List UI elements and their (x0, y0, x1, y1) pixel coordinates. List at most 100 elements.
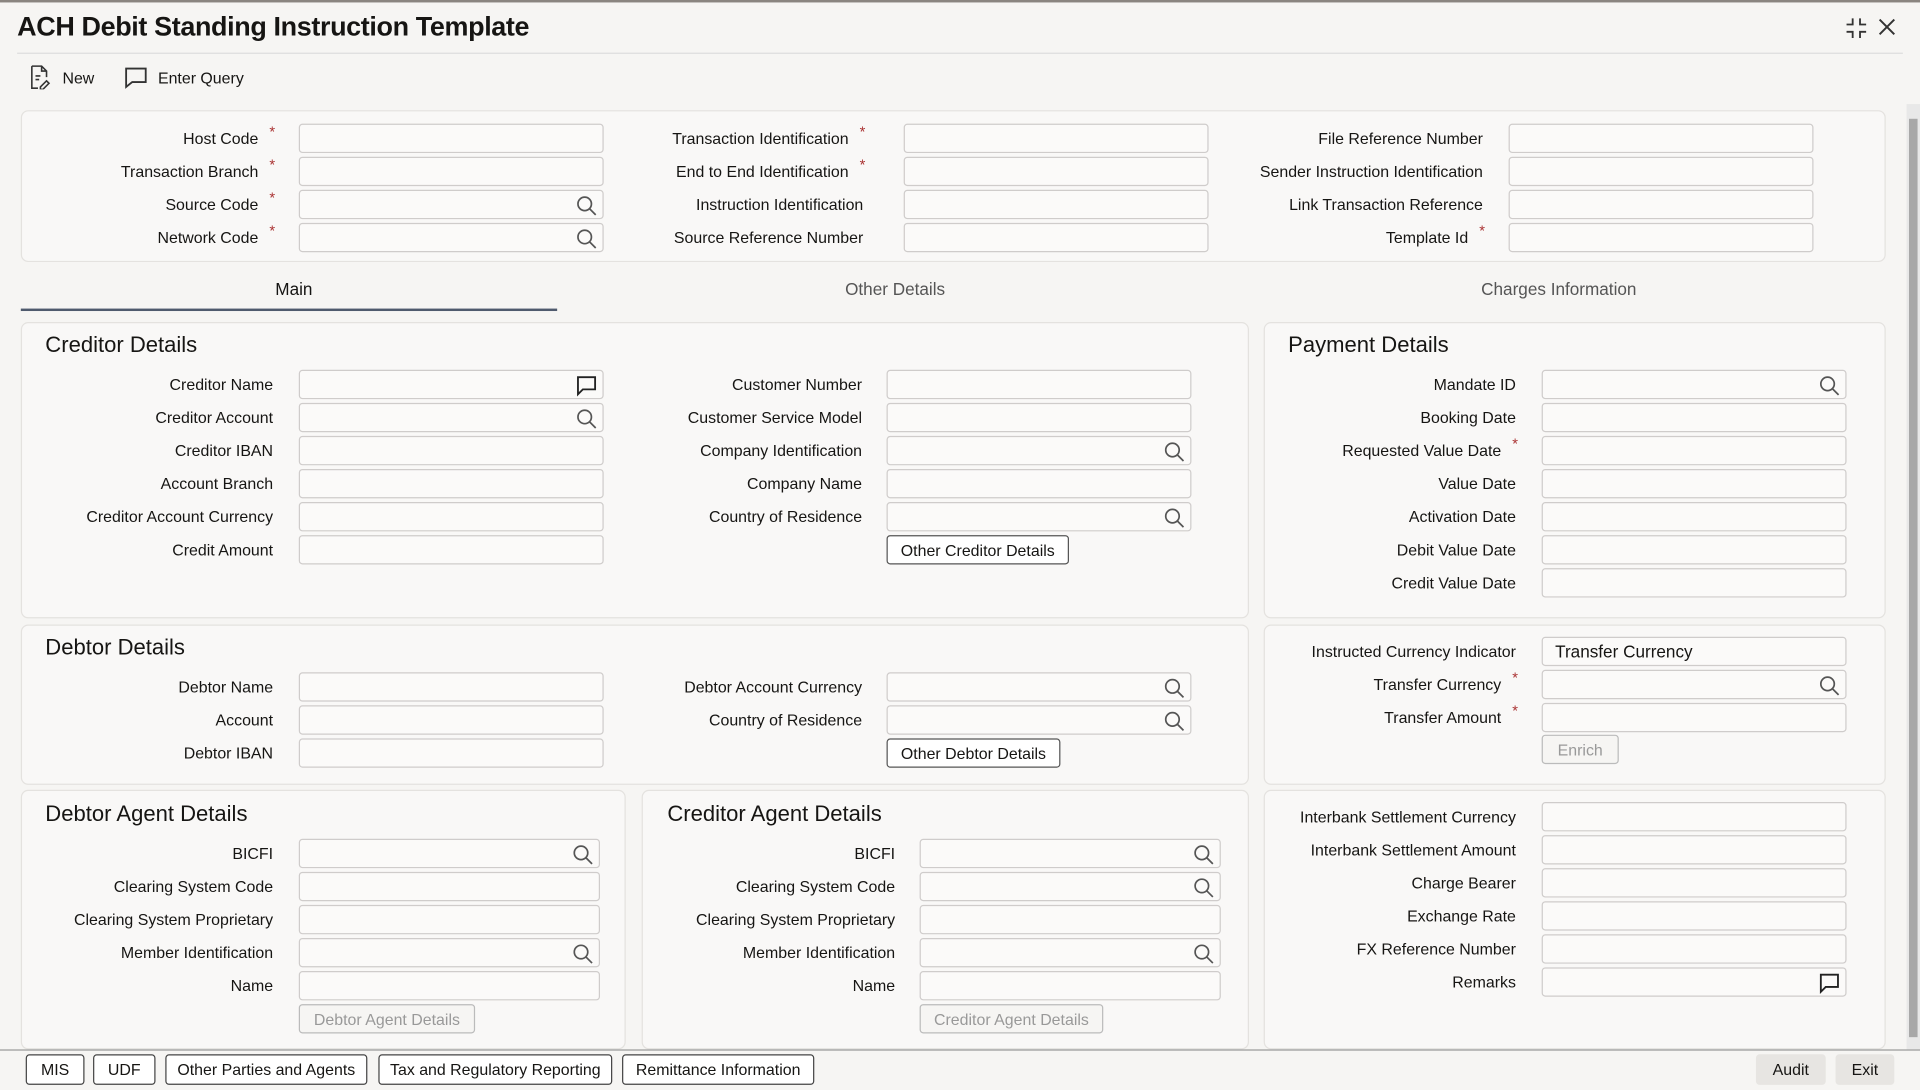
name-input[interactable] (919, 971, 1221, 1001)
creditor-agent-details-button[interactable]: Creditor Agent Details (919, 1004, 1104, 1034)
interbank-settlement-currency-input[interactable] (1541, 802, 1847, 832)
credit-value-date-input[interactable] (1541, 568, 1847, 598)
sender-instruction-identification-input[interactable] (1508, 156, 1814, 187)
host-code-input[interactable] (298, 123, 604, 154)
member-identification-input[interactable] (298, 937, 601, 968)
bicfi-label: BICFI (232, 844, 274, 863)
requested-value-date-input[interactable] (1541, 435, 1847, 466)
tab-other-details[interactable]: Other Details (845, 279, 946, 299)
fx-reference-number-input[interactable] (1541, 934, 1847, 964)
transaction-branch-input[interactable] (298, 156, 604, 187)
country-of-residence-input[interactable] (886, 705, 1192, 735)
search-icon[interactable] (572, 943, 594, 965)
search-icon[interactable] (576, 195, 598, 217)
creditor-account-input[interactable] (298, 402, 604, 433)
instructed-currency-indicator-input[interactable]: Transfer Currency (1541, 636, 1847, 667)
clearing-system-proprietary-input[interactable] (919, 904, 1221, 935)
link-transaction-reference-input[interactable] (1508, 189, 1814, 220)
scrollbar[interactable] (1906, 104, 1920, 1050)
search-icon[interactable] (576, 228, 598, 250)
search-icon[interactable] (1193, 844, 1215, 866)
clearing-system-code-label: Clearing System Code (113, 877, 274, 896)
debtor-name-input[interactable] (298, 672, 604, 702)
bicfi-input[interactable] (919, 838, 1221, 869)
customer-service-model-input[interactable] (886, 402, 1192, 433)
search-icon[interactable] (1163, 710, 1185, 732)
creditor-name-input[interactable] (298, 369, 604, 400)
booking-date-input[interactable] (1541, 402, 1847, 433)
activation-date-input[interactable] (1541, 502, 1847, 532)
name-input[interactable] (298, 971, 601, 1001)
company-name-input[interactable] (886, 468, 1192, 499)
other-debtor-details-button[interactable]: Other Debtor Details (886, 738, 1061, 768)
mis-button[interactable]: MIS (25, 1054, 85, 1085)
charge-bearer-input[interactable] (1541, 868, 1847, 898)
link-transaction-reference-label: Link Transaction Reference (1289, 195, 1483, 214)
country-of-residence-input[interactable] (886, 502, 1192, 532)
search-icon[interactable] (1163, 507, 1185, 529)
customer-number-input[interactable] (886, 369, 1192, 400)
member-identification-input[interactable] (919, 937, 1221, 968)
search-icon[interactable] (576, 408, 598, 430)
udf-button[interactable]: UDF (93, 1054, 156, 1085)
comment-icon[interactable] (576, 375, 598, 397)
exit-button[interactable]: Exit (1835, 1054, 1895, 1085)
search-icon[interactable] (572, 844, 594, 866)
close-icon[interactable] (1877, 17, 1897, 37)
clearing-system-proprietary-input[interactable] (298, 904, 601, 935)
clearing-system-code-input[interactable] (919, 871, 1221, 902)
remittance-button[interactable]: Remittance Information (622, 1054, 815, 1085)
file-reference-number-input[interactable] (1508, 123, 1814, 154)
source-reference-number-input[interactable] (903, 222, 1209, 253)
instruction-identification-input[interactable] (903, 189, 1209, 220)
mandate-id-input[interactable] (1541, 369, 1847, 400)
new-button[interactable]: New (28, 65, 94, 90)
collapse-icon[interactable] (1844, 16, 1868, 40)
creditor-name-label: Creditor Name (169, 375, 274, 394)
account-branch-input[interactable] (298, 468, 604, 499)
network-code-input[interactable] (298, 222, 604, 253)
host-code-label: Host Code (183, 129, 259, 148)
debtor-account-currency-input[interactable] (886, 672, 1192, 702)
search-icon[interactable] (1163, 677, 1185, 699)
enter-query-button[interactable]: Enter Query (124, 65, 244, 89)
search-icon[interactable] (1818, 675, 1840, 697)
booking-date-label: Booking Date (1420, 408, 1516, 427)
tab-main[interactable]: Main (275, 279, 313, 299)
search-icon[interactable] (1163, 441, 1185, 463)
debtor-iban-input[interactable] (298, 738, 604, 768)
creditor-iban-input[interactable] (298, 435, 604, 466)
search-icon[interactable] (1818, 375, 1840, 397)
creditor-details-title: Creditor Details (45, 332, 198, 357)
clearing-system-code-input[interactable] (298, 871, 601, 902)
company-identification-input[interactable] (886, 435, 1192, 466)
tax-reporting-button[interactable]: Tax and Regulatory Reporting (378, 1054, 613, 1085)
template-id-input[interactable] (1508, 222, 1814, 253)
audit-button[interactable]: Audit (1755, 1054, 1826, 1085)
value-date-input[interactable] (1541, 468, 1847, 499)
debtor-agent-details-button[interactable]: Debtor Agent Details (298, 1004, 476, 1034)
credit-amount-input[interactable] (298, 535, 604, 565)
top-strip (0, 0, 1920, 3)
bicfi-input[interactable] (298, 838, 601, 869)
creditor-account-currency-input[interactable] (298, 502, 604, 532)
source-code-input[interactable] (298, 189, 604, 220)
account-input[interactable] (298, 705, 604, 735)
enrich-button[interactable]: Enrich (1541, 734, 1619, 765)
transaction-identification-input[interactable] (903, 123, 1209, 154)
other-parties-button[interactable]: Other Parties and Agents (165, 1054, 368, 1085)
search-icon[interactable] (1193, 877, 1215, 899)
transfer-currency-input[interactable] (1541, 669, 1847, 700)
interbank-settlement-amount-input[interactable] (1541, 835, 1847, 865)
end-to-end-identification-input[interactable] (903, 156, 1209, 187)
comment-icon[interactable] (1818, 972, 1840, 995)
exchange-rate-input[interactable] (1541, 901, 1847, 931)
other-creditor-details-button[interactable]: Other Creditor Details (886, 535, 1069, 565)
search-icon[interactable] (1193, 943, 1215, 965)
exchange-rate-label: Exchange Rate (1407, 906, 1516, 926)
transfer-amount-input[interactable] (1541, 702, 1847, 733)
debit-value-date-input[interactable] (1541, 535, 1847, 565)
remarks-input[interactable] (1541, 967, 1847, 997)
tab-charges-information[interactable]: Charges Information (1481, 279, 1637, 299)
network-code-label: Network Code (157, 228, 259, 247)
